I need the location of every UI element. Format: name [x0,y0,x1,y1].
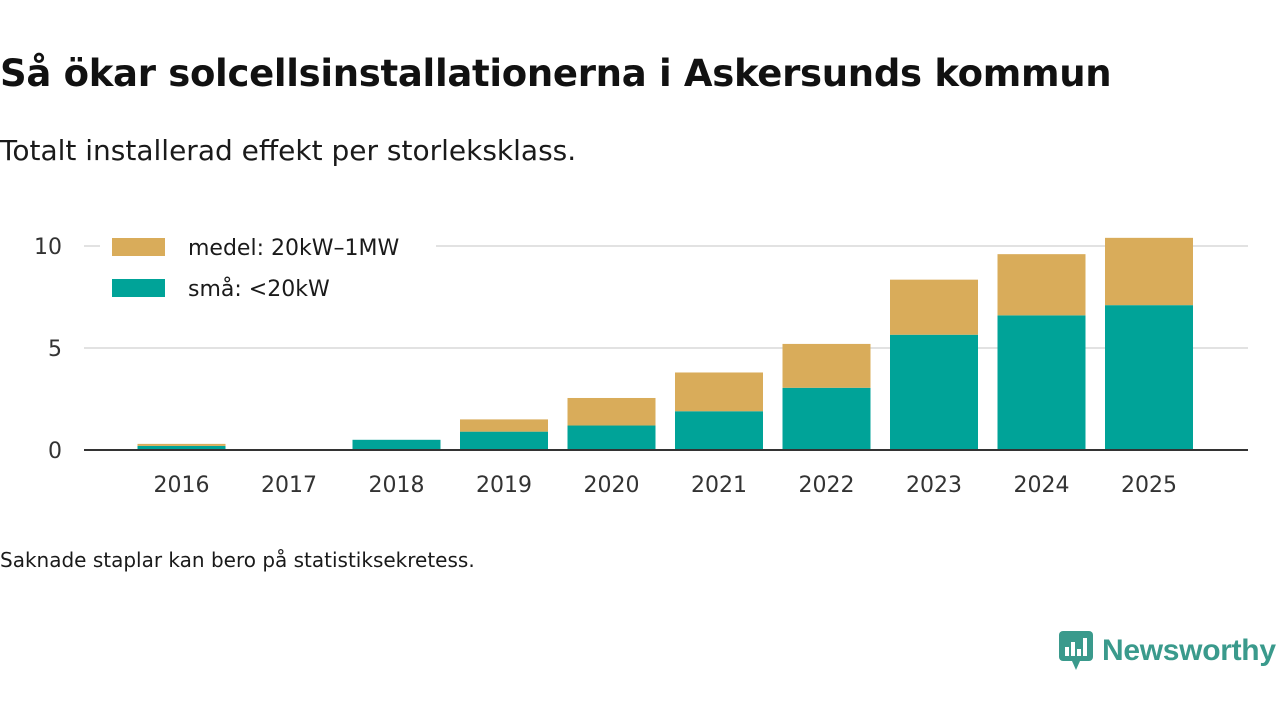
bar-2023-series-2 [890,279,978,335]
chart-title: Så ökar solcellsinstallationerna i Asker… [0,52,1112,95]
bar-2023-series-1 [890,334,978,450]
legend-label: medel: 20kW–1MW [188,236,399,261]
bar-2024-series-1 [997,315,1086,450]
x-tick-label: 2022 [799,473,855,498]
legend-swatch [112,238,165,256]
bar-2022-series-1 [782,387,871,450]
chart-subtitle: Totalt installerad effekt per storlekskl… [0,134,577,167]
newsworthy-logo: Newsworthy [1058,628,1276,674]
bar-2021-series-2 [675,372,763,412]
bar-2019-series-1 [460,431,548,450]
x-tick-label: 2020 [584,473,640,498]
legend-swatch [112,279,165,297]
x-tick-label: 2021 [691,473,747,498]
bar-2021-series-1 [675,411,763,450]
newsworthy-logo-text: Newsworthy [1102,634,1276,667]
bar-2019-series-2 [460,419,548,432]
x-tick-label: 2023 [906,473,962,498]
x-tick-label: 2025 [1121,473,1177,498]
y-tick-label: 5 [48,337,62,362]
bar-2016-series-1 [137,445,226,450]
bar-2020-series-1 [567,425,656,450]
newsworthy-logo-icon [1059,631,1093,670]
bar-2025-series-1 [1105,305,1193,450]
x-tick-label: 2016 [154,473,210,498]
bar-2016-series-2 [137,443,226,446]
y-tick-label: 10 [34,235,62,260]
legend-label: små: <20kW [188,276,330,302]
bar-2020-series-2 [567,397,656,426]
x-tick-label: 2017 [261,473,317,498]
x-tick-label: 2019 [476,473,532,498]
y-tick-label: 0 [48,439,62,464]
bar-2024-series-2 [997,254,1086,316]
footnote: Saknade staplar kan bero på statistiksek… [0,548,475,572]
x-tick-label: 2018 [369,473,425,498]
bar-2025-series-2 [1105,237,1193,306]
bar-2018-series-1 [352,439,441,450]
x-tick-label: 2024 [1014,473,1070,498]
bar-2022-series-2 [782,343,871,388]
